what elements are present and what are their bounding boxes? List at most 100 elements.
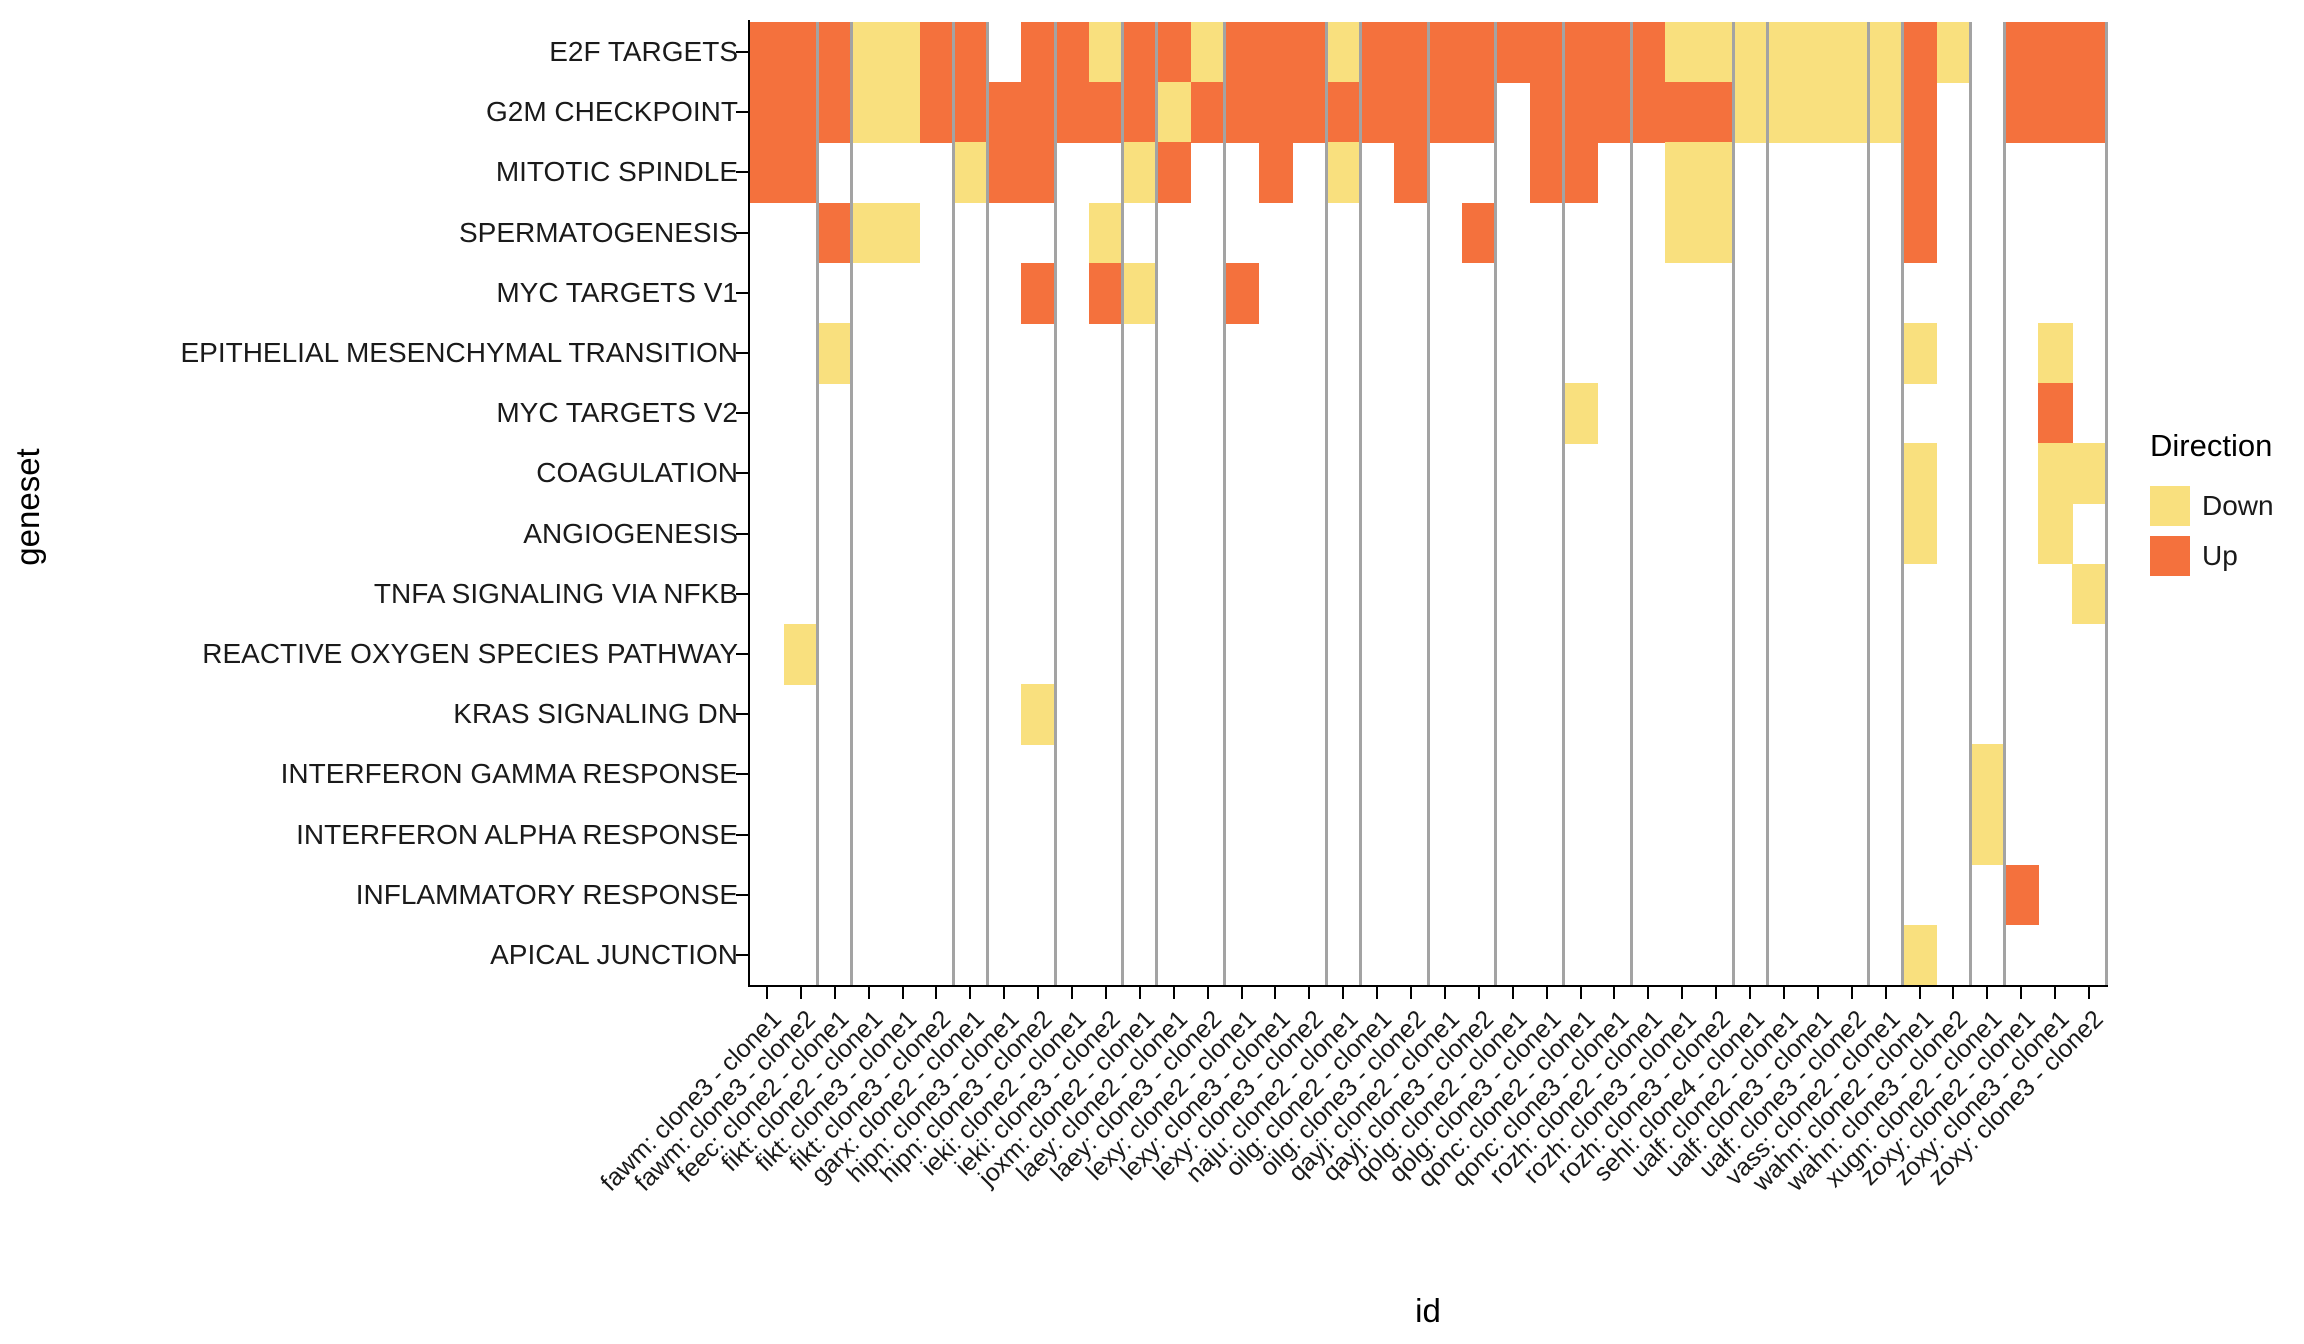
donor-separator (1629, 22, 1633, 985)
heatmap-cell (1902, 503, 1938, 565)
heatmap-cell (1970, 744, 2005, 806)
donor-separator (1901, 22, 1905, 985)
heatmap-cell (1089, 262, 1124, 324)
y-tick-label: REACTIVE OXYGEN SPECIES PATHWAY (202, 637, 738, 669)
y-axis-line (748, 20, 750, 987)
heatmap-cell (1902, 82, 1938, 143)
heatmap-cell (1699, 82, 1734, 143)
legend: Direction Down Up (2150, 428, 2304, 586)
x-tick (765, 987, 768, 999)
heatmap-cell (1563, 22, 1599, 83)
heatmap-cell (1190, 22, 1226, 83)
heatmap-cell (1767, 82, 1802, 143)
heatmap-cell (1258, 82, 1293, 143)
heatmap-cell (1021, 684, 1056, 745)
y-tick (736, 111, 748, 114)
y-tick-label: MYC TARGETS V1 (496, 276, 738, 308)
donor-separator (985, 22, 989, 985)
y-tick-label: COAGULATION (536, 457, 738, 489)
x-tick (1172, 987, 1175, 999)
heatmap-cell (1156, 82, 1192, 143)
heatmap-cell (1733, 82, 1768, 143)
x-tick (1715, 987, 1718, 999)
x-tick (799, 987, 802, 999)
y-tick-label: G2M CHECKPOINT (485, 96, 738, 128)
x-tick (1240, 987, 1243, 999)
heatmap-cell (1055, 82, 1090, 143)
legend-item-down: Down (2150, 486, 2304, 526)
heatmap-cell (1394, 142, 1429, 204)
heatmap-cell (1258, 142, 1293, 204)
x-tick (1850, 987, 1853, 999)
heatmap-cell (1089, 82, 1124, 143)
y-tick (736, 472, 748, 475)
heatmap-cell (953, 82, 988, 143)
heatmap-cell (1665, 22, 1700, 83)
y-tick (736, 592, 748, 595)
heatmap-cell (1360, 82, 1395, 143)
heatmap-cell (1902, 22, 1938, 83)
heatmap-cell (1224, 262, 1260, 324)
heatmap-cell (1563, 82, 1599, 143)
heatmap-cell (750, 142, 785, 204)
heatmap-cell (1156, 22, 1192, 83)
heatmap-cell (1021, 82, 1056, 143)
heatmap-cell (953, 22, 988, 83)
heatmap-cell (1665, 202, 1700, 264)
y-tick (736, 833, 748, 836)
x-tick (1342, 987, 1345, 999)
heatmap-cell (2072, 22, 2107, 83)
legend-label-up: Up (2202, 540, 2238, 571)
heatmap-cell (750, 22, 785, 83)
y-tick (736, 532, 748, 535)
donor-separator (1867, 22, 1871, 985)
heatmap-cell (1122, 22, 1158, 83)
heatmap-cell (1631, 22, 1666, 83)
y-tick (736, 652, 748, 655)
donor-separator (1053, 22, 1057, 985)
heatmap-cell (1495, 22, 1531, 83)
x-tick (935, 987, 938, 999)
heatmap-cell (817, 322, 853, 384)
heatmap-cell (1292, 22, 1327, 83)
heatmap-cell (783, 142, 819, 204)
heatmap-cell (1699, 142, 1734, 204)
x-tick (1274, 987, 1277, 999)
heatmap-cell (1122, 82, 1158, 143)
heatmap-cell (1428, 82, 1463, 143)
legend-swatch-up-icon (2150, 536, 2190, 576)
x-tick (1037, 987, 1040, 999)
y-tick (736, 352, 748, 355)
x-tick (1206, 987, 1209, 999)
x-axis-line (748, 985, 2108, 987)
heatmap-cell (885, 82, 921, 143)
x-tick (1308, 987, 1311, 999)
heatmap-cell (885, 202, 921, 264)
y-tick-label: INTERFERON ALPHA RESPONSE (296, 818, 738, 850)
x-tick (833, 987, 836, 999)
x-tick (1477, 987, 1480, 999)
donor-separator (1121, 22, 1125, 985)
heatmap-cell (1190, 82, 1226, 143)
heatmap-cell (1055, 22, 1090, 83)
x-tick (1681, 987, 1684, 999)
heatmap-cell (1733, 22, 1768, 83)
heatmap-cell (1258, 22, 1293, 83)
x-tick (1003, 987, 1006, 999)
y-tick-label: INTERFERON GAMMA RESPONSE (280, 758, 738, 790)
heatmap-cell (1902, 202, 1938, 264)
heatmap-cell (1326, 142, 1361, 204)
heatmap-cell (851, 82, 887, 143)
heatmap-cell (1902, 924, 1938, 986)
heatmap-cell (1936, 22, 1971, 83)
x-tick (2020, 987, 2023, 999)
y-tick-label: E2F TARGETS (549, 36, 738, 68)
heatmap-cell (1394, 22, 1429, 83)
heatmap-cell (750, 82, 785, 143)
donor-separator (1223, 22, 1227, 985)
heatmap-cell (919, 82, 954, 143)
x-tick (1443, 987, 1446, 999)
heatmap-cell (1529, 22, 1565, 83)
y-axis-title: geneset (9, 448, 46, 566)
heatmap-cell (1461, 202, 1497, 264)
